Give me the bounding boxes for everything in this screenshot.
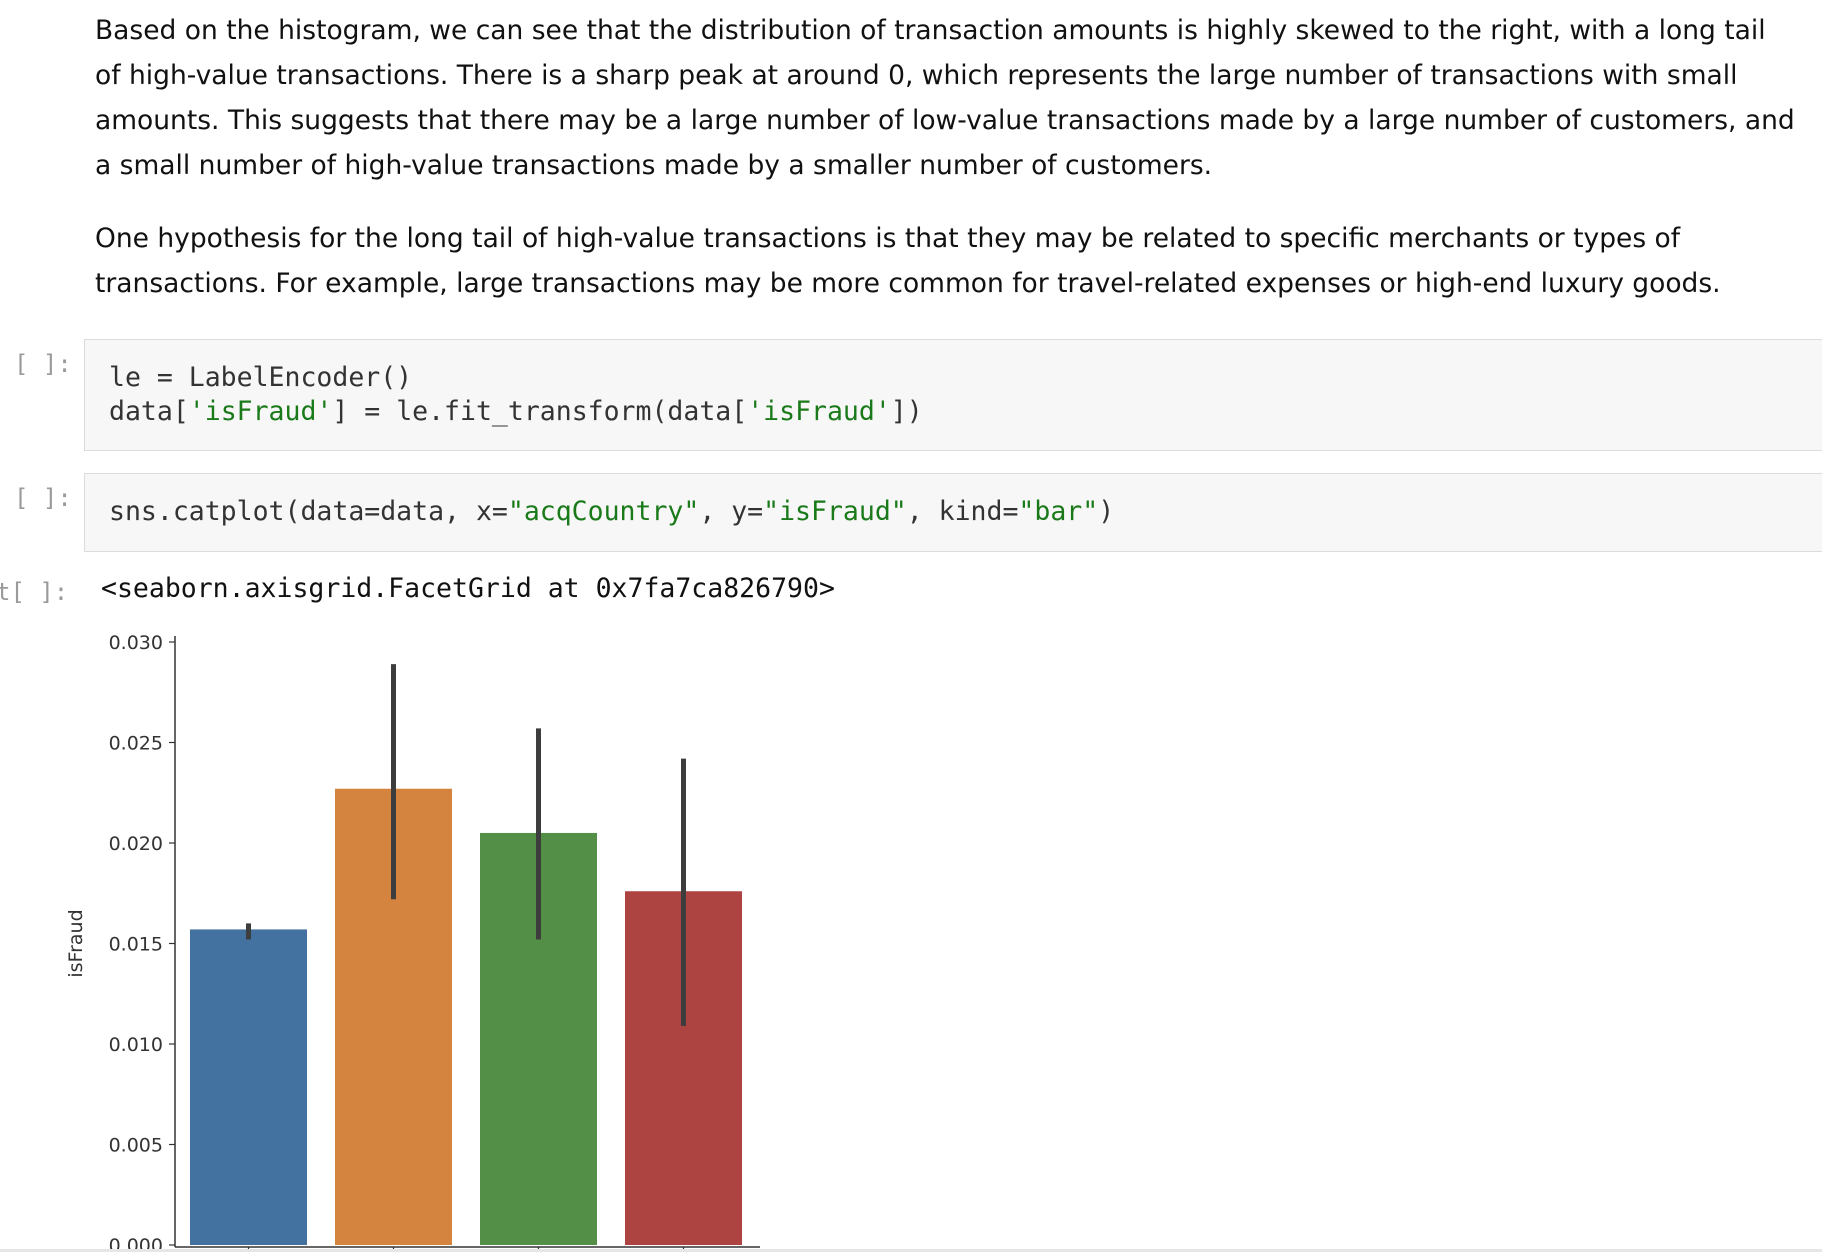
y-tick-label: 0.010 bbox=[109, 1034, 163, 1056]
code-text: ]) bbox=[890, 396, 923, 427]
y-axis-ticks: 0.000 0.005 0.010 0.015 0.020 0.025 0.030 bbox=[109, 632, 175, 1252]
bar-1 bbox=[190, 929, 307, 1245]
bar-chart: 0.000 0.005 0.010 0.015 0.020 0.025 0.030 isFr… bbox=[65, 632, 760, 1252]
code-text: data[ bbox=[109, 396, 189, 427]
y-tick-label: 0.005 bbox=[109, 1135, 163, 1157]
y-tick-label: 0.020 bbox=[109, 833, 163, 855]
code-cell-1[interactable]: le = LabelEncoder() data['isFraud'] = le… bbox=[84, 339, 1822, 451]
code-string: 'isFraud' bbox=[188, 396, 333, 427]
y-tick-label: 0.025 bbox=[109, 733, 163, 755]
code-string: "acqCountry" bbox=[507, 496, 700, 527]
code-string: 'isFraud' bbox=[747, 396, 891, 427]
bars bbox=[190, 664, 742, 1245]
scroll-edge bbox=[0, 1249, 1822, 1252]
y-tick-label: 0.015 bbox=[109, 934, 163, 956]
code-line-1: sns.catplot(data=data, x="acqCountry", y… bbox=[109, 496, 1114, 527]
markdown-cell: Based on the histogram, we can see that … bbox=[95, 8, 1795, 334]
code-text: sns.catplot(data=data, x= bbox=[109, 496, 508, 527]
y-tick-label: 0.000 bbox=[109, 1235, 163, 1252]
cell-2-prompt: [ ]: bbox=[14, 484, 72, 512]
code-text: ] = le.fit_transform(data[ bbox=[332, 396, 748, 427]
code-string: "isFraud" bbox=[763, 496, 907, 527]
code-cell-2[interactable]: sns.catplot(data=data, x="acqCountry", y… bbox=[84, 473, 1822, 552]
markdown-paragraph-2: One hypothesis for the long tail of high… bbox=[95, 223, 1721, 299]
code-line-2: data['isFraud'] = le.fit_transform(data[… bbox=[109, 396, 923, 427]
code-text: , y= bbox=[699, 496, 764, 527]
output-prompt: t[ ]: bbox=[0, 578, 69, 606]
code-text: , kind= bbox=[906, 496, 1019, 527]
markdown-paragraph-1: Based on the histogram, we can see that … bbox=[95, 15, 1795, 181]
y-axis-label: isFraud bbox=[65, 909, 87, 977]
cell-1-prompt: [ ]: bbox=[14, 350, 72, 378]
y-tick-label: 0.030 bbox=[109, 632, 163, 654]
code-string: "bar" bbox=[1018, 496, 1099, 527]
output-text: <seaborn.axisgrid.FacetGrid at 0x7fa7ca8… bbox=[101, 573, 835, 604]
code-text: le = LabelEncoder() bbox=[109, 362, 413, 393]
code-line-1: le = LabelEncoder() bbox=[109, 362, 412, 393]
code-text: ) bbox=[1098, 496, 1115, 527]
